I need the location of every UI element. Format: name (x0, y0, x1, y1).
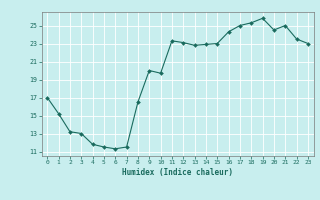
X-axis label: Humidex (Indice chaleur): Humidex (Indice chaleur) (122, 168, 233, 177)
